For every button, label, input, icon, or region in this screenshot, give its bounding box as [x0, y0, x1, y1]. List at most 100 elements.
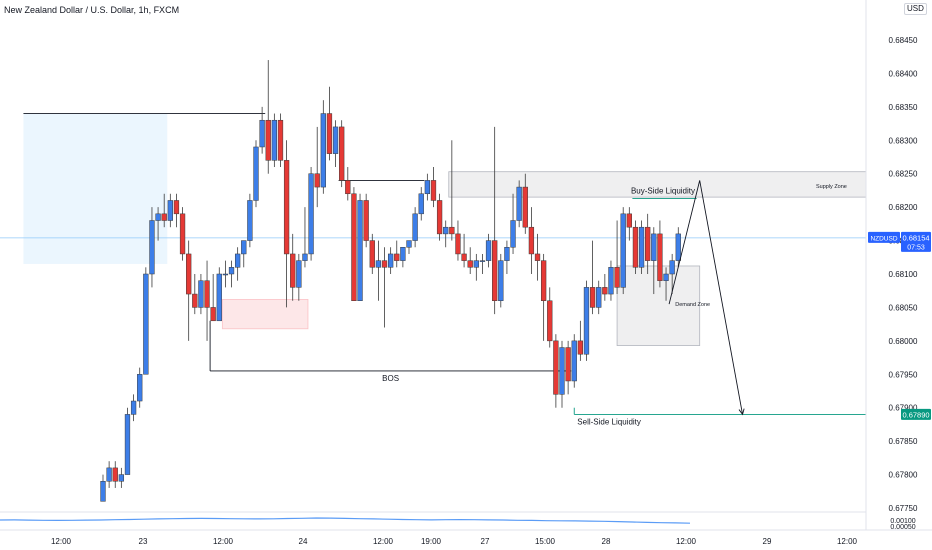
candle-body [247, 200, 253, 241]
candle-body [608, 267, 614, 295]
candle-body [504, 247, 510, 261]
candle-body [253, 146, 259, 201]
candle [461, 233, 467, 268]
candle [302, 207, 308, 268]
time-tick-label: 12:00 [373, 537, 394, 546]
candle-body [112, 467, 118, 482]
currency-badge[interactable]: USD [904, 3, 927, 15]
candle [467, 247, 473, 274]
price-tick-label: 0.67850 [889, 437, 918, 446]
candle [137, 367, 143, 408]
candle [485, 233, 492, 268]
candle [357, 193, 363, 301]
candle-body [234, 253, 241, 268]
candle-body [663, 273, 669, 281]
time-tick-label: 29 [763, 537, 772, 546]
symbol-badge [868, 231, 900, 243]
candle [332, 120, 339, 168]
candle [308, 167, 314, 261]
candle [577, 320, 584, 361]
current-price-countdown: 07:53 [907, 244, 925, 251]
candle [118, 467, 125, 488]
candle-body [216, 273, 222, 322]
candle [663, 267, 669, 301]
candle [259, 106, 265, 154]
candle [234, 247, 241, 281]
symbol-badge-label: NZDUSD [870, 235, 897, 242]
candle [265, 60, 271, 174]
candle-body [675, 233, 681, 261]
candle-body [345, 180, 351, 195]
candle-body [222, 273, 229, 276]
time-tick-label: 28 [602, 537, 611, 546]
candle [565, 340, 571, 395]
candle [510, 193, 516, 254]
candle-body [210, 307, 216, 322]
candle [492, 126, 498, 315]
candle [124, 407, 131, 475]
candle-body [167, 200, 173, 221]
candle-body [179, 213, 186, 255]
price-tick-label: 0.68350 [889, 103, 918, 112]
candle [406, 240, 412, 254]
bos-label: BOS [382, 374, 399, 383]
candle-body [632, 226, 639, 268]
candle-body [290, 253, 296, 288]
candle-body [455, 233, 461, 255]
candle-body [443, 226, 449, 235]
candle-body [565, 347, 571, 382]
candle [626, 207, 632, 241]
candle-body [198, 280, 204, 308]
candle [418, 187, 424, 221]
candle-body [326, 113, 333, 154]
candle-body [137, 374, 143, 402]
candle-body [522, 186, 528, 228]
candle [449, 140, 455, 241]
candle [394, 240, 400, 268]
candle [186, 240, 192, 341]
candle [106, 461, 112, 488]
candle-body [412, 213, 418, 241]
candle [198, 274, 204, 315]
candle [559, 340, 565, 408]
candle-body [283, 160, 290, 255]
candle [614, 220, 620, 295]
candle [112, 461, 118, 488]
candle-body [651, 233, 657, 261]
projection-arrowhead [738, 408, 745, 416]
candle-body [553, 340, 559, 395]
price-tick-label: 0.68050 [889, 303, 918, 312]
candle [173, 193, 180, 228]
candle-body [638, 226, 645, 268]
candle [283, 140, 290, 308]
candle [547, 287, 553, 348]
current-price-badge [901, 231, 931, 252]
candle [167, 193, 173, 228]
candle [596, 280, 602, 315]
projection-path [668, 180, 743, 415]
candle [271, 113, 278, 168]
candle [290, 233, 296, 301]
candle-body [369, 240, 375, 268]
candle-body [406, 240, 412, 248]
candle-body [492, 240, 498, 301]
candle-body [583, 287, 590, 355]
candle [645, 213, 651, 274]
candle-body [387, 253, 394, 268]
candle [473, 253, 479, 281]
candle-body [534, 253, 541, 261]
supply-zone-label: Supply Zone [816, 184, 847, 190]
candle [375, 240, 382, 301]
candle [651, 227, 657, 295]
candle-body [645, 226, 651, 261]
candle-body [626, 213, 632, 228]
candle-body [143, 273, 149, 375]
sell-side-liquidity-label: Sell-Side Liquidity [577, 417, 641, 426]
candle [387, 247, 394, 274]
candle [161, 193, 167, 228]
price-tick-label: 0.68100 [889, 270, 918, 279]
demand-zone-label: Demand Zone [675, 302, 710, 308]
volatility-line [0, 517, 691, 524]
candle [204, 260, 210, 341]
